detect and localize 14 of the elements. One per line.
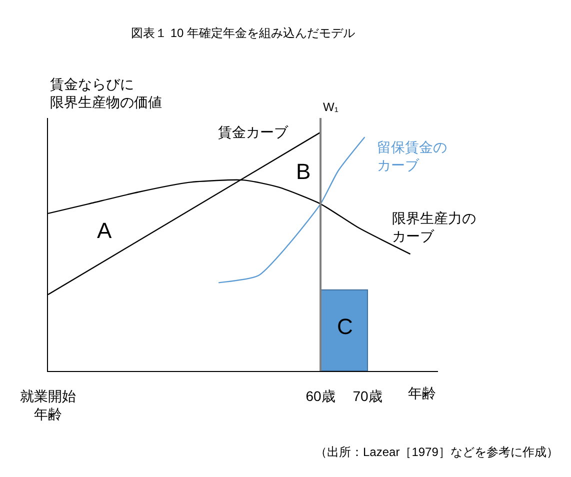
y-axis-title: 賃金ならびに限界生産物の価値 (50, 76, 162, 110)
chart-title: 図表１ 10 年確定年金を組み込んだモデル (130, 26, 356, 40)
annotation: A (97, 218, 112, 243)
x-tick-label: 60歳 (306, 388, 336, 404)
annotation: C (337, 314, 353, 339)
text: （出所：Lazear［1979］などを参考に作成） (315, 445, 558, 459)
series-label: 留保賃金のカーブ (377, 139, 447, 174)
x-tick-label: 70歳 (352, 388, 382, 404)
series-label: 賃金カーブ (218, 124, 289, 140)
x-tick-label: 就業開始年齢 (20, 388, 76, 422)
ref-line-label: W₁ (323, 100, 338, 114)
series-label: 限界生産力のカーブ (392, 210, 476, 244)
x-axis-title: 年齢 (408, 385, 436, 401)
annotation: B (296, 159, 311, 184)
